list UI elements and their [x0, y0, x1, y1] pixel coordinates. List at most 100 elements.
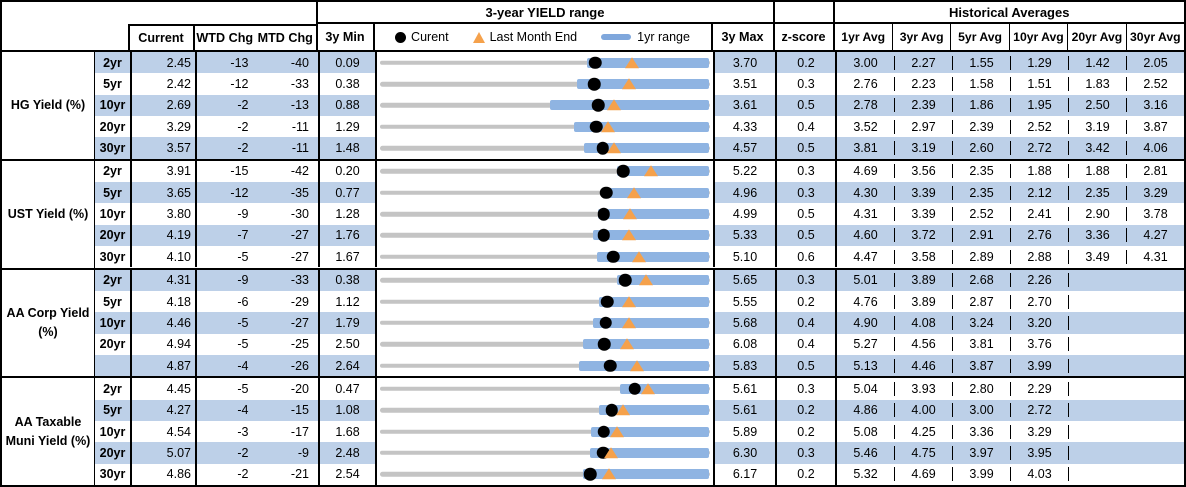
wtd-mtd-cell: -2 -13 — [197, 94, 320, 117]
tenor-label: 5yr — [95, 290, 132, 313]
range-bar-1yr — [616, 275, 709, 286]
last-month-triangle — [626, 187, 641, 199]
header-row-groups: 3-year YIELD range Historical Averages — [2, 2, 1184, 24]
tenor-label: 30yr — [95, 463, 132, 485]
current-dot — [606, 250, 620, 264]
last-month-triangle — [607, 142, 622, 154]
3y-max-value: 5.22 — [715, 160, 777, 183]
range-chart — [377, 52, 715, 74]
range-track — [380, 429, 710, 434]
avg-value-4: 1.83 — [1069, 77, 1127, 92]
section-rows: 2yr 3.91 -15 -42 0.20 5.22 0.3 4.69 3.56 2.35 1.88… — [95, 160, 1184, 268]
wtd-chg-value: -5 — [237, 249, 249, 264]
3y-min-value: 0.09 — [320, 52, 377, 74]
wtd-mtd-cell: -7 -27 — [197, 224, 320, 247]
range-bar-1yr — [593, 317, 709, 328]
table-row: 10yr 4.54 -3 -17 1.68 5.89 0.2 5.08 4.25 3.36 3.29 — [95, 420, 1184, 443]
zscore-value: 0.5 — [777, 354, 837, 377]
avg-value-2: 2.35 — [953, 185, 1011, 200]
last-month-triangle — [632, 251, 646, 263]
empty-header-cell — [774, 2, 835, 24]
current-dot — [603, 359, 617, 372]
section-rows: 2yr 2.45 -13 -40 0.09 3.70 0.2 3.00 2.27 1.55 1.29… — [95, 52, 1184, 159]
avg-values: 5.13 4.46 3.87 3.99 — [837, 354, 1184, 377]
avg-value-4: 2.50 — [1069, 98, 1127, 113]
avg-value-3: 3.99 — [1011, 358, 1069, 373]
range-chart — [377, 378, 715, 400]
range-track — [380, 363, 710, 368]
range-bar-1yr — [602, 187, 709, 198]
avg-value-0: 5.27 — [837, 337, 895, 352]
table-body: HG Yield (%) 2yr 2.45 -13 -40 0.09 3.70 0.2 3.00… — [2, 52, 1184, 485]
current-value: 4.45 — [132, 378, 197, 400]
range-track — [380, 472, 710, 477]
avg-value-3: 3.29 — [1011, 424, 1069, 439]
legend-current: Curent — [395, 30, 449, 44]
3y-max-value: 3.51 — [715, 73, 777, 95]
wtd-mtd-cell: -12 -35 — [197, 182, 320, 204]
zscore-value: 0.4 — [777, 312, 837, 334]
range-chart — [377, 463, 715, 485]
3y-min-value: 2.64 — [320, 354, 377, 377]
legend-last-month: Last Month End — [472, 30, 577, 44]
table-row: 10yr 4.46 -5 -27 1.79 5.68 0.4 4.90 4.08 3.24 3.20 — [95, 312, 1184, 334]
tenor-label: 2yr — [95, 52, 132, 74]
current-dot — [597, 207, 610, 221]
avg-value-1: 4.25 — [895, 424, 953, 439]
table-row: 2yr 2.45 -13 -40 0.09 3.70 0.2 3.00 2.27 1.55 1.29… — [95, 52, 1184, 74]
zscore-value: 0.5 — [777, 94, 837, 117]
range-group-header: 3-year YIELD range — [317, 2, 775, 24]
current-value: 4.54 — [132, 420, 197, 443]
mtd-chg-value: -13 — [290, 98, 309, 113]
current-dot — [597, 337, 611, 351]
3y-min-value: 0.88 — [320, 94, 377, 117]
wtd-mtd-cell: -13 -40 — [197, 52, 320, 74]
3y-min-value: 1.79 — [320, 312, 377, 334]
current-value: 4.27 — [132, 399, 197, 421]
section-rows: 2yr 4.31 -9 -33 0.38 5.65 0.3 5.01 3.89 2.68 2.26 5… — [95, 269, 1184, 377]
avg-values: 4.90 4.08 3.24 3.20 — [837, 312, 1184, 334]
current-dot — [588, 77, 601, 91]
table-row: 20yr 4.19 -7 -27 1.76 5.33 0.5 4.60 3.72 2.91 2.76… — [95, 224, 1184, 247]
avg-values: 4.86 4.00 3.00 2.72 — [837, 399, 1184, 421]
table-row: 30yr 4.86 -2 -21 2.54 6.17 0.2 5.32 4.69 3.99 4.03 — [95, 463, 1184, 485]
3y-max-value: 4.33 — [715, 116, 777, 138]
avg-value-3: 2.88 — [1011, 249, 1069, 264]
3y-max-value: 5.33 — [715, 224, 777, 247]
wtd-chg-value: -4 — [237, 358, 249, 373]
range-bar-1yr — [590, 447, 709, 458]
avg-value-5: 4.27 — [1143, 228, 1168, 243]
avg-values: 4.30 3.39 2.35 2.12 2.35 3.29 — [837, 182, 1184, 204]
range-chart — [377, 137, 715, 159]
zscore-value: 0.5 — [777, 203, 837, 225]
mtd-chg-value: -27 — [290, 228, 309, 243]
avg-value-2: 1.86 — [953, 98, 1011, 113]
zscore-value: 0.5 — [777, 137, 837, 159]
3y-min-value: 0.38 — [320, 269, 377, 291]
3y-min-value: 0.38 — [320, 73, 377, 95]
avg-value-5: 2.81 — [1143, 164, 1168, 179]
current-value: 3.57 — [132, 137, 197, 159]
wtd-chg-value: -4 — [237, 403, 249, 418]
3y-max-value: 5.83 — [715, 354, 777, 377]
avg-value-2: 2.35 — [953, 164, 1011, 179]
avg-value-1: 3.89 — [895, 294, 953, 309]
3y-min-value: 0.47 — [320, 378, 377, 400]
avg-value-1: 3.72 — [895, 228, 953, 243]
3y-max-value: 6.30 — [715, 442, 777, 464]
avg-value-2: 3.87 — [953, 358, 1011, 373]
current-value: 3.65 — [132, 182, 197, 204]
last-month-triangle — [638, 274, 653, 286]
avg-value-5: 2.05 — [1143, 55, 1168, 70]
zscore-value: 0.6 — [777, 246, 837, 268]
3y-min-value: 1.29 — [320, 116, 377, 138]
range-bar-1yr — [598, 209, 709, 220]
header-left-spacer — [2, 24, 130, 50]
col-header-zscore: z-score — [775, 24, 835, 50]
zscore-value: 0.3 — [777, 160, 837, 183]
current-value: 5.07 — [132, 442, 197, 464]
range-track — [380, 169, 710, 174]
avg-value-1: 4.75 — [895, 445, 953, 460]
3y-min-value: 2.54 — [320, 463, 377, 485]
avg-value-5: 4.06 — [1143, 141, 1168, 156]
